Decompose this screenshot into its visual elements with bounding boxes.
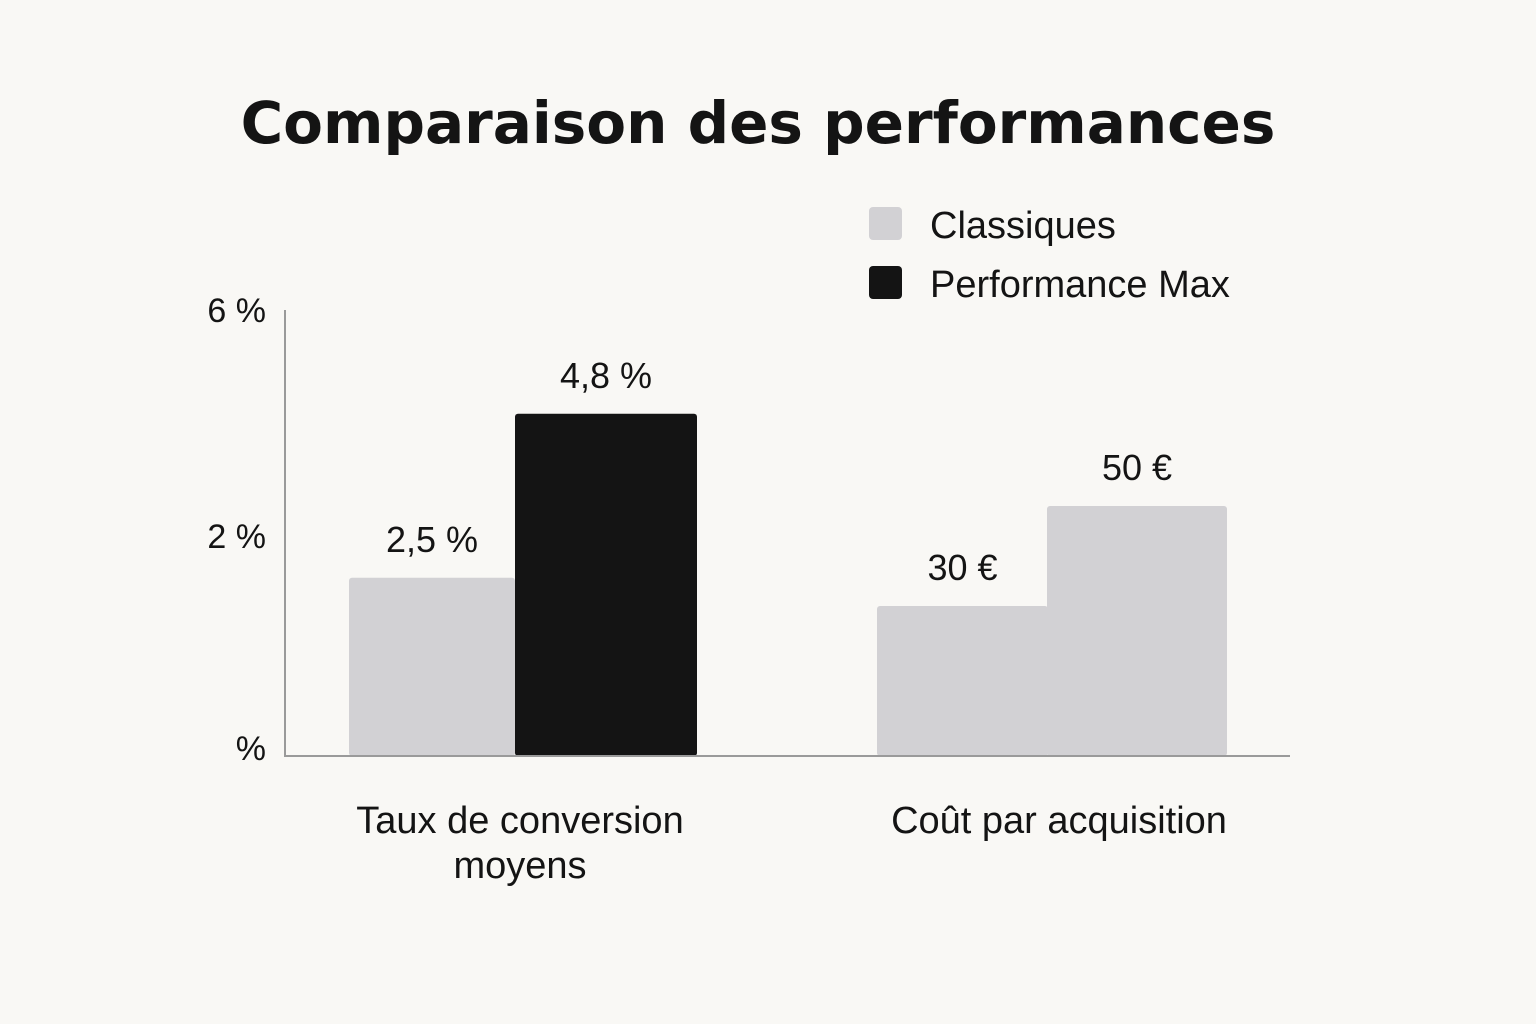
legend: Classiques Performance Max	[869, 205, 1230, 306]
y-tick-label: 6 %	[207, 292, 266, 330]
y-tick-label: 2 %	[207, 518, 266, 556]
legend-swatch-classiques	[869, 207, 902, 240]
legend-swatch-performance-max	[869, 266, 902, 299]
data-label: 4,8 %	[560, 355, 652, 396]
bars	[349, 413, 1227, 756]
y-axis-ticks: 6 % 2 % %	[207, 292, 266, 768]
legend-label-classiques: Classiques	[930, 205, 1116, 247]
value-labels: 2,5 % 30 € 4,8 % 50 €	[386, 355, 1172, 588]
bar-classiques-2	[877, 606, 1048, 756]
bar-performance-max-2	[1047, 506, 1227, 756]
bar-performance-max-1	[515, 413, 697, 756]
data-label: 2,5 %	[386, 519, 478, 560]
chart-title: Comparaison des performances	[241, 89, 1276, 157]
category-label: moyens	[453, 845, 586, 887]
y-tick-label: %	[236, 730, 266, 768]
data-label: 30 €	[927, 547, 997, 588]
data-label: 50 €	[1102, 447, 1172, 488]
category-label: Coût par acquisition	[891, 800, 1227, 842]
bar-classiques-1	[349, 577, 515, 756]
category-label: Taux de conversion	[356, 800, 683, 842]
legend-label-performance-max: Performance Max	[930, 264, 1230, 306]
